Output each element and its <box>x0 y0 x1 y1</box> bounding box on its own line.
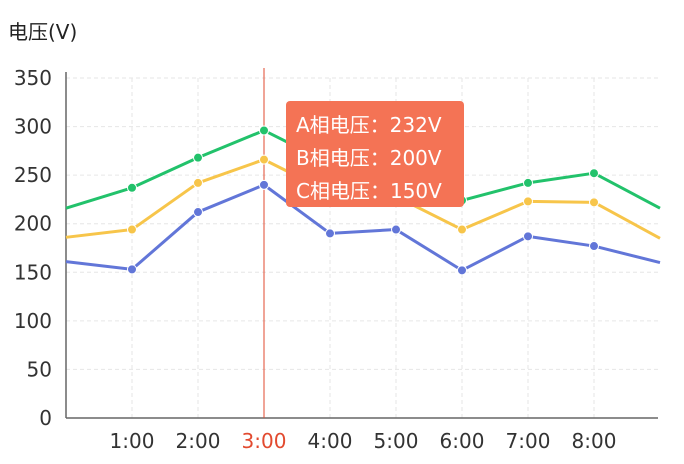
x-tick-label: 5:00 <box>374 429 419 453</box>
data-point-b <box>259 154 269 165</box>
x-tick-label: 4:00 <box>308 429 353 453</box>
data-point-b <box>193 177 203 188</box>
data-point-a <box>589 168 599 179</box>
data-point-c <box>523 231 533 242</box>
y-tick-label: 100 <box>14 309 52 333</box>
y-tick-label: 300 <box>14 115 52 139</box>
x-tick-label: 6:00 <box>440 429 485 453</box>
data-point-c <box>391 224 401 235</box>
y-tick-label: 350 <box>14 66 52 90</box>
tooltip: A相电压：232V B相电压：200V C相电压：150V <box>286 101 464 207</box>
data-point-a <box>259 125 269 136</box>
data-point-c <box>127 264 137 275</box>
data-point-c <box>589 241 599 252</box>
data-point-a <box>523 177 533 188</box>
data-point-b <box>127 224 137 235</box>
x-tick-label: 1:00 <box>110 429 155 453</box>
data-point-c <box>325 228 335 239</box>
x-tick-label: 2:00 <box>176 429 221 453</box>
data-point-a <box>127 182 137 193</box>
y-tick-label: 50 <box>27 357 52 381</box>
data-point-a <box>193 152 203 163</box>
y-tick-label: 0 <box>39 406 52 430</box>
tooltip-line-b: B相电压：200V <box>296 146 442 170</box>
y-axis-unit-label: 电压(V) <box>8 20 78 44</box>
y-tick-label: 150 <box>14 260 52 284</box>
data-point-c <box>457 265 467 276</box>
tooltip-line-c: C相电压：150V <box>296 179 442 203</box>
tooltip-line-a: A相电压：232V <box>296 113 442 137</box>
x-tick-label: 7:00 <box>506 429 551 453</box>
data-point-b <box>589 197 599 208</box>
data-point-c <box>193 207 203 218</box>
y-tick-label: 200 <box>14 212 52 236</box>
data-point-c <box>259 179 269 190</box>
y-tick-label: 250 <box>14 163 52 187</box>
series-line-c <box>65 183 661 272</box>
data-point-b <box>523 196 533 207</box>
data-point-b <box>457 224 467 235</box>
x-tick-label: 3:00 <box>242 429 287 453</box>
x-tick-label: 8:00 <box>572 429 617 453</box>
